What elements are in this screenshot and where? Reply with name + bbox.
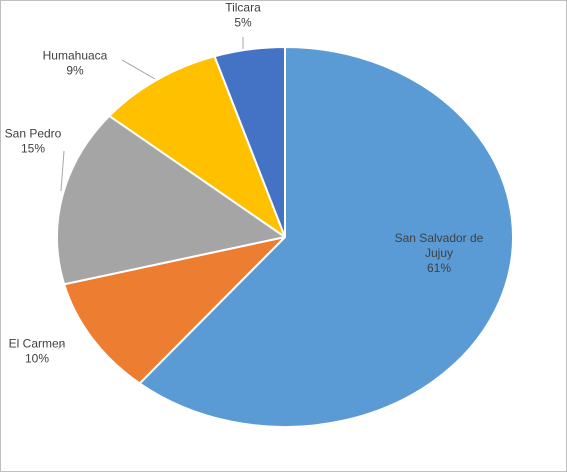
data-label-value: 5% (234, 16, 252, 30)
data-label-value: 9% (66, 64, 84, 78)
pie-slices (56, 46, 514, 428)
leader-line-san-pedro (60, 150, 65, 192)
data-label-value: 61% (427, 261, 451, 275)
data-label-name: El Carmen (9, 337, 66, 351)
data-label-value: 15% (21, 142, 45, 156)
data-label-name: San Pedro (5, 127, 62, 141)
leader-line-el-carmen (57, 342, 65, 350)
data-labels: San Salvador de Jujuy 61% El Carmen 10% San P… (5, 1, 484, 366)
data-label-value: 10% (25, 352, 49, 366)
data-label-name: Tilcara (225, 1, 261, 15)
data-label-humahuaca: Humahuaca 9% (43, 49, 108, 78)
data-label-name: Humahuaca (43, 49, 108, 63)
leader-lines (57, 37, 244, 350)
data-label-name: San Salvador de (395, 231, 484, 245)
pie-slice-san-salvador-de-jujuy (138, 46, 514, 428)
data-label-name: Jujuy (425, 246, 453, 260)
pie-slice-san-pedro (56, 114, 286, 286)
pie-slice-humahuaca (108, 55, 286, 238)
data-label-san-salvador-de-jujuy: San Salvador de Jujuy 61% (395, 231, 484, 275)
pie-slice-el-carmen (63, 236, 286, 385)
data-label-san-pedro: San Pedro 15% (5, 127, 62, 156)
pie-slice-tilcara (213, 46, 286, 238)
data-label-tilcara: Tilcara 5% (225, 1, 261, 30)
data-label-el-carmen: El Carmen 10% (9, 337, 66, 366)
leader-line-humahuaca (121, 59, 156, 80)
